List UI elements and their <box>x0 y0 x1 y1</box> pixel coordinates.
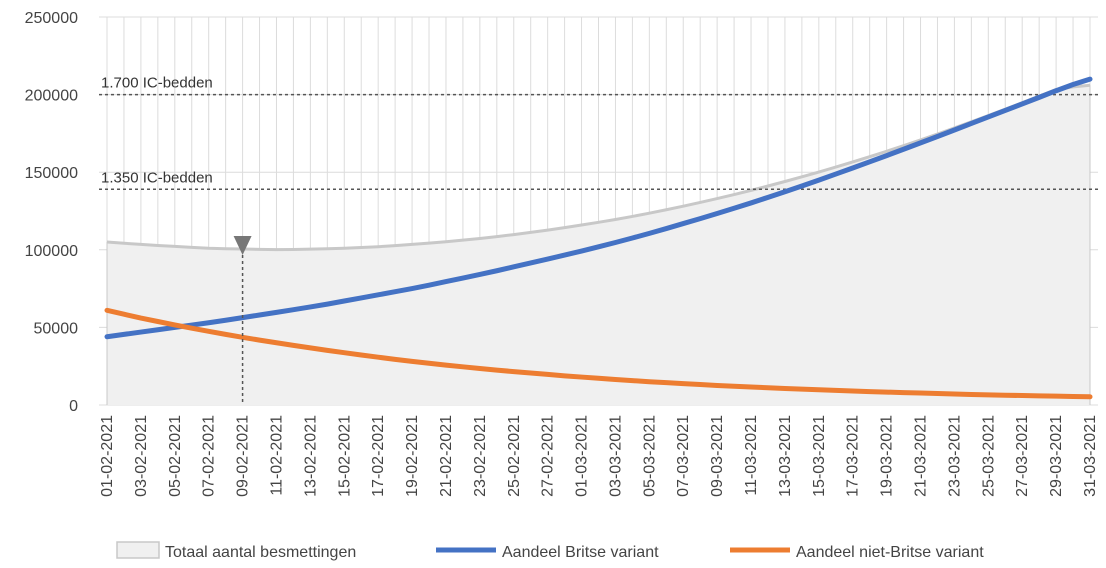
y-tick-label: 100000 <box>25 243 78 260</box>
area-series-edge <box>106 83 1091 252</box>
legend: Totaal aantal besmettingen Aandeel Britse… <box>116 541 984 561</box>
x-tick-label: 05-02-2021 <box>167 415 184 497</box>
x-tick-label: 01-03-2021 <box>574 415 591 497</box>
reference-line-label: 1.350 IC-bedden <box>101 169 213 186</box>
y-tick-label: 50000 <box>34 320 79 337</box>
x-tick-label: 23-02-2021 <box>472 415 489 497</box>
line-series-layer <box>104 76 1093 400</box>
x-tick-label: 15-03-2021 <box>811 415 828 497</box>
legend-swatch-area <box>116 541 160 559</box>
x-tick-label: 29-03-2021 <box>1048 415 1065 497</box>
x-tick-label: 03-03-2021 <box>607 415 624 497</box>
x-tick-label: 27-02-2021 <box>540 415 557 497</box>
x-tick-label: 25-02-2021 <box>506 415 523 497</box>
y-tick-label: 0 <box>69 398 78 415</box>
x-tick-label: 13-02-2021 <box>302 415 319 497</box>
x-tick-label: 19-03-2021 <box>879 415 896 497</box>
x-tick-label: 11-02-2021 <box>268 415 285 496</box>
line-series-1 <box>104 76 1093 340</box>
x-tick-label: 03-02-2021 <box>133 415 150 497</box>
x-tick-label: 07-03-2021 <box>675 415 692 497</box>
line-series-2 <box>104 307 1093 400</box>
x-tick-label: 01-02-2021 <box>99 415 116 497</box>
marker-triangle <box>233 236 252 256</box>
x-tick-label: 21-02-2021 <box>438 415 455 497</box>
x-tick-label: 17-03-2021 <box>845 415 862 497</box>
x-tick-label: 17-02-2021 <box>370 415 387 497</box>
date-marker <box>233 236 252 405</box>
x-tick-label: 11-03-2021 <box>743 415 760 496</box>
x-tick-label: 21-03-2021 <box>913 415 930 497</box>
legend-label: Totaal aantal besmettingen <box>165 544 356 561</box>
x-tick-label: 13-03-2021 <box>777 415 794 497</box>
reference-line-label: 1.700 IC-bedden <box>101 75 213 92</box>
x-tick-label: 05-03-2021 <box>641 415 658 497</box>
x-tick-label: 15-02-2021 <box>336 415 353 497</box>
x-tick-label: 09-03-2021 <box>709 415 726 497</box>
axes: 0 50000 100000 150000 200000 250000 01-02-2021… <box>25 10 1099 497</box>
x-tick-label: 23-03-2021 <box>946 415 963 497</box>
y-tick-label: 200000 <box>25 88 78 105</box>
reference-lines: 1.700 IC-bedden 1.350 IC-bedden <box>99 75 1098 191</box>
y-tick-label: 150000 <box>25 165 78 182</box>
y-tick-label: 250000 <box>25 10 78 27</box>
x-tick-label: 07-02-2021 <box>201 415 218 497</box>
legend-label: Aandeel Britse variant <box>502 544 659 561</box>
legend-label: Aandeel niet-Britse variant <box>796 544 984 561</box>
x-tick-label: 19-02-2021 <box>404 415 421 497</box>
x-tick-label: 25-03-2021 <box>980 415 997 497</box>
x-tick-label: 27-03-2021 <box>1014 415 1031 497</box>
x-tick-label: 31-03-2021 <box>1082 415 1099 497</box>
x-tick-label: 09-02-2021 <box>235 415 252 497</box>
